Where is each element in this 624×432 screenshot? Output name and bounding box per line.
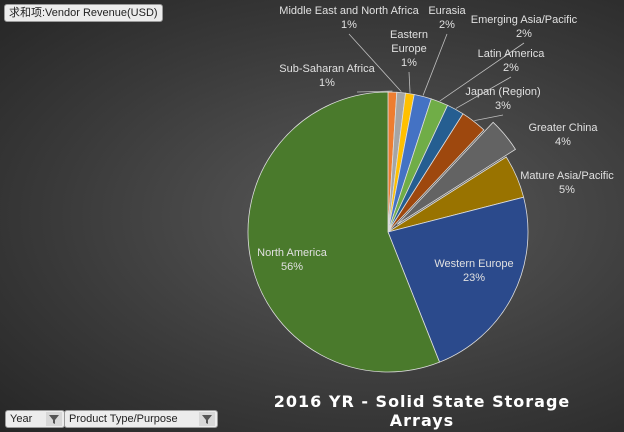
category-label: Japan (Region) [465, 86, 541, 98]
value-label: 4% [555, 136, 571, 148]
data-label: Western Europe 23% [424, 257, 524, 285]
category-label: North America [257, 247, 327, 259]
data-label: Latin America 2% [461, 47, 561, 75]
filter-label: Year [10, 413, 33, 425]
filter-icon [199, 412, 215, 426]
filter-button[interactable]: Year [5, 410, 65, 428]
value-label: 2% [439, 19, 455, 31]
pie-slice [247, 91, 441, 373]
data-label: Mature Asia/Pacific 5% [507, 169, 624, 197]
pie-slice [396, 121, 517, 225]
value-label: 56% [280, 261, 304, 273]
category-label: Latin America [477, 48, 545, 60]
leader-line [348, 33, 402, 92]
category-label: Sub-Saharan Africa [279, 63, 375, 75]
category-label: Mature Asia/Pacific [520, 170, 614, 182]
category-label: Eurasia [428, 5, 466, 17]
data-label: Emerging Asia/Pacific 2% [464, 13, 584, 41]
pie-slice [387, 196, 529, 363]
data-label: Eastern Europe 1% [384, 28, 434, 70]
value-label: 1% [341, 19, 357, 31]
filter-button[interactable]: Product Type/Purpose [64, 410, 218, 428]
value-label: 3% [495, 100, 511, 112]
pie-slice [387, 113, 485, 233]
data-label: North America 56% [242, 246, 342, 274]
data-label: Eurasia 2% [417, 4, 477, 32]
filter-label: Product Type/Purpose [69, 413, 178, 425]
value-label: 1% [319, 77, 335, 89]
leader-line [455, 76, 512, 109]
data-label: Sub-Saharan Africa 1% [272, 62, 382, 90]
category-label: Middle East and North Africa [279, 5, 419, 17]
chart-title: 2016 YR - Solid State Storage Arrays [273, 392, 571, 430]
leader-line [439, 42, 525, 102]
filter-icon [46, 412, 62, 426]
value-label: 2% [503, 62, 519, 74]
value-label: 5% [559, 184, 575, 196]
value-label: 23% [462, 272, 486, 284]
leader-line [422, 33, 448, 96]
value-label: 1% [401, 57, 417, 69]
leader-line [408, 71, 411, 93]
category-label: Eastern Europe [390, 29, 428, 55]
leader-line [356, 90, 393, 93]
data-label: Greater China 4% [513, 121, 613, 149]
category-label: Western Europe [434, 258, 514, 270]
data-label: Japan (Region) 3% [453, 85, 553, 113]
value-label: 2% [516, 28, 532, 40]
category-label: Emerging Asia/Pacific [470, 14, 578, 26]
value-field-button[interactable]: 求和项:Vendor Revenue(USD) [4, 4, 163, 22]
leader-line [474, 114, 504, 121]
data-label: Middle East and North Africa 1% [269, 4, 429, 32]
category-label: Greater China [528, 122, 598, 134]
